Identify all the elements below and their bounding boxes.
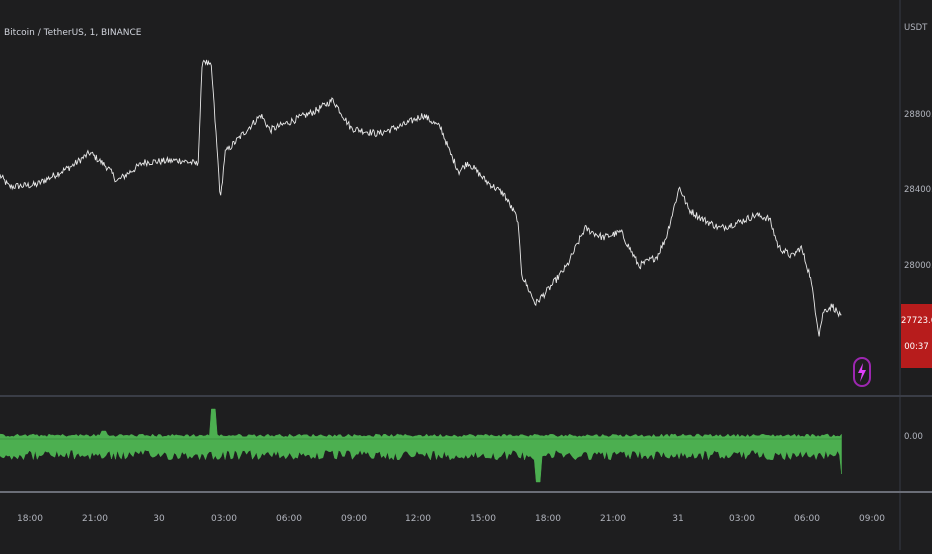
time-tick: 18:00 xyxy=(535,514,561,524)
price-line-group xyxy=(0,59,842,337)
time-tick: 09:00 xyxy=(341,514,367,524)
time-tick: 15:00 xyxy=(470,514,496,524)
time-tick: 03:00 xyxy=(729,514,755,524)
lightning-bolt-icon[interactable] xyxy=(852,356,872,388)
price-tick-28400: 28400.00 xyxy=(904,185,932,195)
indicator-area xyxy=(0,408,842,483)
price-line xyxy=(0,59,842,337)
symbol-title[interactable]: Bitcoin / TetherUS, 1, BINANCE xyxy=(4,28,142,38)
time-tick: 12:00 xyxy=(405,514,431,524)
price-tick-28000: 28000.00 xyxy=(904,261,932,271)
time-tick: 21:00 xyxy=(82,514,108,524)
time-tick: 30 xyxy=(153,514,165,524)
time-tick: 18:00 xyxy=(17,514,43,524)
indicator-tick-0: 0.00 xyxy=(904,432,923,442)
indicator-group xyxy=(0,408,842,483)
time-tick: 03:00 xyxy=(211,514,237,524)
time-tick: 31 xyxy=(672,514,684,524)
time-tick: 06:00 xyxy=(276,514,302,524)
currency-label: USDT xyxy=(904,23,928,33)
bar-countdown: 00:37 xyxy=(904,342,929,352)
time-tick: 21:00 xyxy=(600,514,626,524)
time-tick: 06:00 xyxy=(794,514,820,524)
time-tick: 09:00 xyxy=(859,514,885,524)
last-price-badge: 27723.60 00:37 xyxy=(901,304,932,368)
price-tick-28800: 28800.00 xyxy=(904,110,932,120)
last-price-value: 27723.60 xyxy=(901,316,932,326)
